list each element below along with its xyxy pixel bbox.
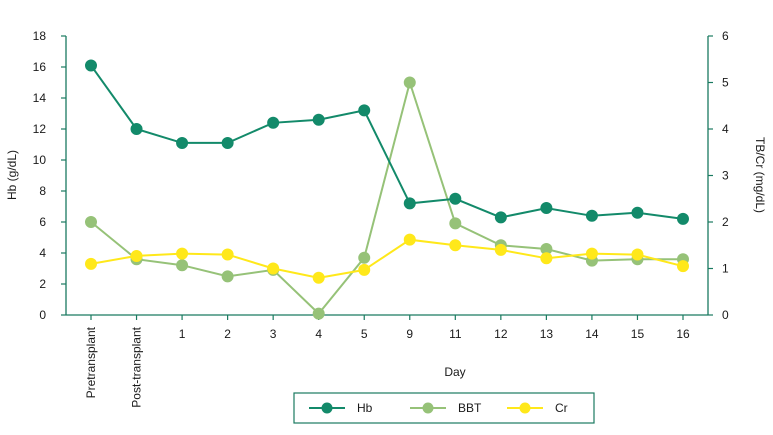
- y-left-tick-label: 2: [39, 277, 46, 291]
- data-point-hb: [540, 202, 553, 215]
- x-tick-label: 13: [540, 327, 554, 341]
- y-left-tick-label: 12: [33, 122, 47, 136]
- y-right-tick-label: 3: [722, 169, 729, 183]
- data-point-hb: [221, 136, 234, 149]
- y-left-tick-label: 0: [39, 308, 46, 322]
- data-point-bbt: [358, 251, 371, 264]
- x-tick-label: 1: [179, 327, 186, 341]
- y-axis-left-title: Hb (g/dL): [5, 150, 19, 200]
- legend-marker-bbt: [422, 402, 434, 414]
- x-axis-title: Day: [444, 365, 465, 379]
- legend-marker-hb: [321, 402, 333, 414]
- y-left-tick-label: 8: [39, 184, 46, 198]
- chart-axes: [65, 36, 709, 316]
- x-tick-label: 4: [315, 327, 322, 341]
- data-point-cr: [494, 243, 507, 256]
- data-point-bbt: [449, 217, 462, 230]
- data-point-cr: [312, 271, 325, 284]
- x-tick-label: 15: [631, 327, 645, 341]
- chart-series: [85, 59, 689, 320]
- y-left-tick-label: 18: [33, 29, 47, 43]
- x-tick-label: 9: [406, 327, 413, 341]
- data-point-cr: [176, 247, 189, 260]
- y-right-tick-label: 1: [722, 262, 729, 276]
- legend: Hb BBT Cr: [293, 392, 595, 424]
- data-point-hb: [267, 116, 280, 129]
- x-tick-label: 12: [494, 327, 508, 341]
- data-point-cr: [540, 252, 553, 265]
- series-line-hb: [90, 64, 684, 220]
- data-point-bbt: [312, 307, 325, 320]
- x-tick-label: 14: [585, 327, 599, 341]
- x-tick-label: 11: [449, 327, 462, 341]
- y-right-tick-label: 5: [722, 76, 729, 90]
- data-point-cr: [631, 248, 644, 261]
- data-point-bbt: [85, 216, 97, 228]
- y-right-tick-label: 2: [722, 215, 729, 229]
- x-tick-label: Pretransplant: [84, 326, 98, 398]
- data-point-hb: [494, 211, 507, 224]
- legend-label-bbt: BBT: [458, 401, 482, 415]
- series-line-bbt: [90, 78, 683, 316]
- data-point-hb: [677, 212, 689, 225]
- legend-items: Hb BBT Cr: [309, 401, 568, 415]
- x-tick-label: 3: [270, 327, 277, 341]
- x-tick-label: 2: [224, 327, 231, 341]
- data-point-cr: [85, 257, 97, 270]
- x-tick-label: Post-transplant: [130, 326, 144, 407]
- y-left-tick-label: 10: [33, 153, 47, 167]
- data-point-hb: [130, 123, 143, 135]
- y-left-tick-label: 14: [33, 91, 47, 105]
- y-right-tick-label: 0: [722, 308, 729, 322]
- data-point-hb: [85, 59, 97, 72]
- data-point-hb: [631, 206, 644, 219]
- data-point-cr: [358, 263, 371, 276]
- y-axis-right-title: TB/Cr (mg/dL): [753, 137, 767, 213]
- data-point-bbt: [221, 270, 234, 283]
- data-point-cr: [267, 262, 280, 275]
- y-left-tick-label: 6: [39, 215, 46, 229]
- data-point-cr: [403, 233, 416, 246]
- y-right-tick-label: 6: [722, 29, 729, 43]
- data-point-hb: [403, 197, 416, 210]
- data-point-hb: [176, 136, 189, 149]
- legend-label-hb: Hb: [357, 401, 373, 415]
- data-point-hb: [358, 104, 371, 117]
- x-tick-label: 5: [361, 327, 368, 341]
- y-right-tick-label: 4: [722, 122, 729, 136]
- data-point-bbt: [176, 259, 189, 272]
- y-left-tick-label: 4: [39, 246, 46, 260]
- data-point-bbt: [403, 76, 416, 89]
- series-line-cr: [90, 238, 684, 279]
- data-point-hb: [449, 192, 462, 205]
- x-tick-label: 16: [676, 327, 690, 341]
- data-point-cr: [221, 248, 234, 261]
- data-point-cr: [677, 260, 689, 273]
- legend-marker-cr: [519, 402, 531, 414]
- y-left-tick-label: 16: [33, 60, 47, 74]
- data-point-cr: [585, 247, 598, 260]
- data-point-cr: [130, 249, 143, 262]
- data-point-hb: [312, 113, 325, 126]
- legend-label-cr: Cr: [555, 401, 568, 415]
- data-point-hb: [585, 209, 598, 222]
- data-point-cr: [449, 239, 462, 252]
